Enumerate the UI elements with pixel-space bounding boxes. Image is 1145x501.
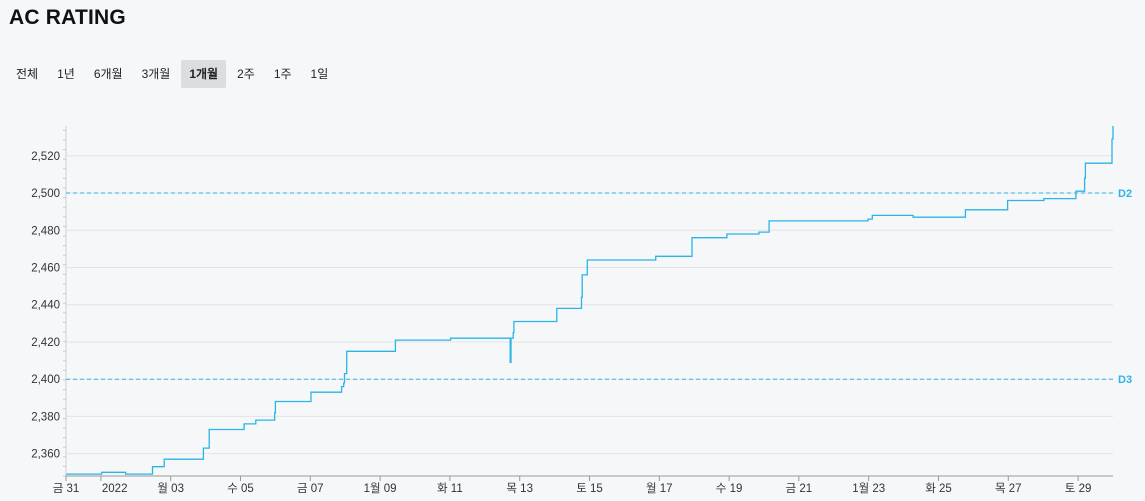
x-tick-label: 목 27 <box>995 482 1022 495</box>
y-tick-label: 2,480 <box>31 225 60 237</box>
tick-labels: 2,360 2,380 2,400 2,420 2,440 2,460 2,480 2,500… <box>31 151 1091 495</box>
y-tick-label: 2,400 <box>31 374 60 386</box>
range-tab-1w[interactable]: 1주 <box>273 67 292 81</box>
x-tick-label: 토 29 <box>1065 483 1092 495</box>
x-tick-label: 토 15 <box>576 483 603 495</box>
x-tick-label: 1월 09 <box>364 482 397 495</box>
y-tick-label: 2,440 <box>31 300 60 312</box>
x-tick-label: 2022 <box>102 483 128 495</box>
range-tab-1d[interactable]: 1일 <box>310 67 329 81</box>
y-tick-label: 2,360 <box>31 449 60 461</box>
x-tick-label: 금 07 <box>297 483 324 495</box>
x-tick-label: 수 19 <box>716 482 743 495</box>
x-tick-label: 목 13 <box>506 482 533 495</box>
range-tab-all[interactable]: 전체 <box>16 67 39 81</box>
y-tick-label: 2,420 <box>31 337 60 349</box>
x-tick-label: 금 21 <box>786 483 813 495</box>
range-tab-1m[interactable]: 1개월 <box>181 60 227 88</box>
x-tick-label: 금 31 <box>53 483 80 495</box>
x-tick-label: 월 03 <box>157 482 184 495</box>
x-tick-label: 월 17 <box>646 482 673 495</box>
range-tabs: 전체 1년 6개월 3개월 1개월 2주 1주 1일 <box>8 60 339 88</box>
page-title: AC RATING <box>9 6 126 29</box>
x-tick-label: 화 11 <box>437 482 463 495</box>
x-tick-label: 화 25 <box>925 482 952 495</box>
reference-line-label: D3 <box>1118 374 1132 386</box>
range-tab-3m[interactable]: 3개월 <box>141 67 171 81</box>
range-tab-1y[interactable]: 1년 <box>57 67 75 81</box>
range-tab-6m[interactable]: 6개월 <box>93 67 123 81</box>
y-tick-label: 2,460 <box>31 262 60 274</box>
y-tick-label: 2,520 <box>31 151 60 163</box>
y-tick-label: 2,380 <box>31 411 60 423</box>
reference-lines: D2 D3 <box>66 188 1132 386</box>
rating-series-line <box>66 126 1114 475</box>
range-tab-2w[interactable]: 2주 <box>237 67 255 81</box>
grid-lines <box>66 155 1113 455</box>
reference-line-label: D2 <box>1118 188 1132 200</box>
x-tick-label: 수 05 <box>227 482 254 495</box>
x-tick-label: 1월 23 <box>852 482 885 495</box>
y-tick-label: 2,500 <box>31 188 60 200</box>
series-layer <box>65 125 1114 475</box>
axes <box>63 126 1113 481</box>
